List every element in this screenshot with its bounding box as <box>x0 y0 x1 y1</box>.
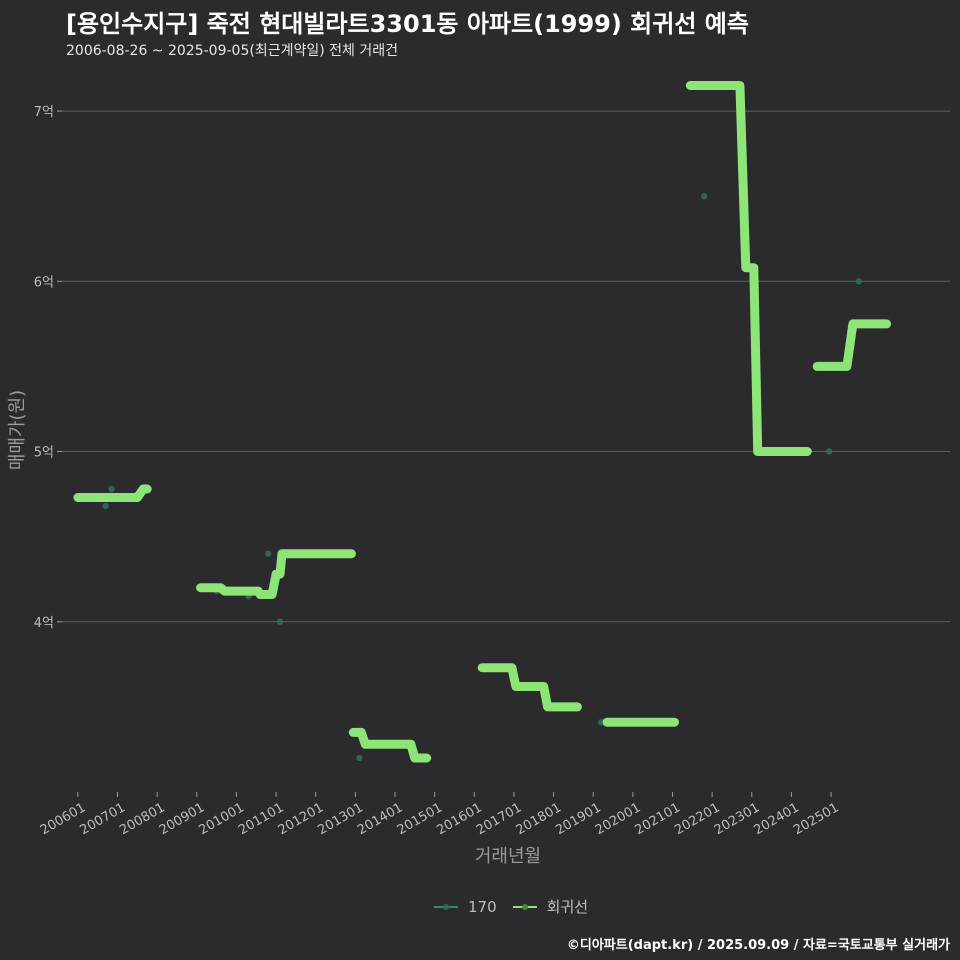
legend-item-regression: 회귀선 <box>511 896 588 917</box>
regression-segment <box>812 319 892 371</box>
data-point <box>264 550 272 557</box>
legend: 170 회귀선 <box>432 896 602 917</box>
regression-segment <box>196 549 356 599</box>
regression-segment <box>477 663 582 712</box>
legend-key-170-icon <box>434 903 458 910</box>
x-axis-label: 거래년월 <box>474 846 542 867</box>
y-tick-label: 6억 <box>34 275 54 290</box>
data-point <box>597 719 605 726</box>
y-axis-ticks: 4억 5억 6억 7억 <box>34 105 62 631</box>
legend-label-170: 170 <box>468 897 497 916</box>
data-point <box>825 448 833 455</box>
data-point <box>701 192 708 200</box>
regression-line <box>73 81 892 763</box>
x-axis-ticks: 2006012007012008012009012010012011012012… <box>38 792 842 838</box>
data-point <box>276 618 284 625</box>
x-tick-label: 202501 <box>791 800 841 838</box>
legend-item-170: 170 <box>432 898 497 916</box>
chart-title: [용인수지구] 죽전 현대빌라트3301동 아파트(1999) 회귀선 예측 <box>66 10 749 38</box>
data-point <box>102 502 109 510</box>
y-tick-label: 7억 <box>34 105 54 120</box>
scatter-points <box>100 192 863 762</box>
legend-label-regression: 회귀선 <box>546 898 589 916</box>
legend-key-regression-icon <box>512 903 537 910</box>
y-axis-label: 매매가(원) <box>7 389 28 471</box>
regression-segment <box>73 484 152 502</box>
regression-segment <box>348 727 432 763</box>
data-point <box>855 278 863 285</box>
data-point <box>356 754 363 762</box>
chart-subtitle: 2006-08-26 ~ 2025-09-05(최근계약일) 전체 거래건 <box>66 43 398 59</box>
regression-segment <box>685 81 812 456</box>
y-tick-label: 4억 <box>34 616 54 631</box>
data-point <box>108 485 115 493</box>
source-footer: ©디아파트(dapt.kr) / 2025.09.09 / 자료=국토교통부 실… <box>566 938 950 953</box>
y-tick-label: 5억 <box>34 446 54 461</box>
